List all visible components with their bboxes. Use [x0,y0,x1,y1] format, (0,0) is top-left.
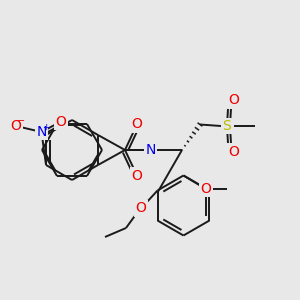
Text: +: + [42,124,49,133]
Text: O: O [200,182,211,196]
Text: −: − [17,116,25,126]
Text: O: O [228,145,239,158]
Text: N: N [36,125,47,139]
Text: S: S [223,119,231,133]
Text: O: O [11,119,22,133]
Text: O: O [131,169,142,182]
Text: O: O [131,118,142,131]
Text: O: O [136,202,146,215]
Text: N: N [145,143,156,157]
Text: O: O [228,94,239,107]
Text: O: O [56,115,67,128]
